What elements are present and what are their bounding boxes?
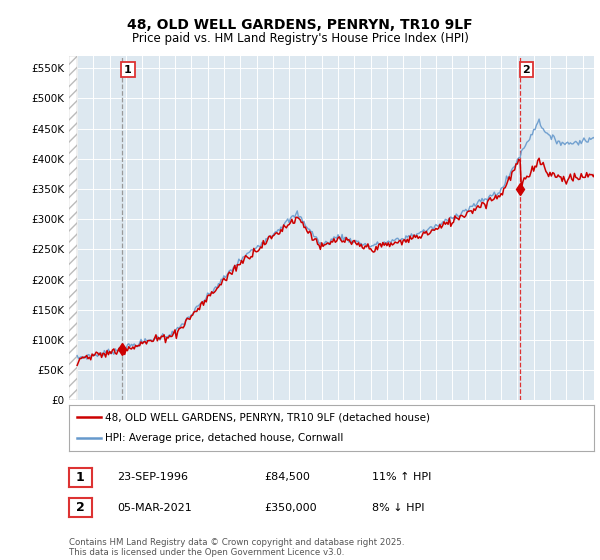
Text: 23-SEP-1996: 23-SEP-1996	[117, 472, 188, 482]
Text: Contains HM Land Registry data © Crown copyright and database right 2025.
This d: Contains HM Land Registry data © Crown c…	[69, 538, 404, 557]
Text: 05-MAR-2021: 05-MAR-2021	[117, 503, 192, 513]
Text: 48, OLD WELL GARDENS, PENRYN, TR10 9LF: 48, OLD WELL GARDENS, PENRYN, TR10 9LF	[127, 18, 473, 32]
Text: 2: 2	[523, 64, 530, 74]
Text: 11% ↑ HPI: 11% ↑ HPI	[372, 472, 431, 482]
Text: 1: 1	[124, 64, 132, 74]
Text: 8% ↓ HPI: 8% ↓ HPI	[372, 503, 425, 513]
Text: HPI: Average price, detached house, Cornwall: HPI: Average price, detached house, Corn…	[105, 433, 343, 444]
Text: 1: 1	[76, 470, 85, 484]
Text: 2: 2	[76, 501, 85, 515]
Text: £84,500: £84,500	[264, 472, 310, 482]
Text: £350,000: £350,000	[264, 503, 317, 513]
Text: Price paid vs. HM Land Registry's House Price Index (HPI): Price paid vs. HM Land Registry's House …	[131, 31, 469, 45]
Text: 48, OLD WELL GARDENS, PENRYN, TR10 9LF (detached house): 48, OLD WELL GARDENS, PENRYN, TR10 9LF (…	[105, 412, 430, 422]
